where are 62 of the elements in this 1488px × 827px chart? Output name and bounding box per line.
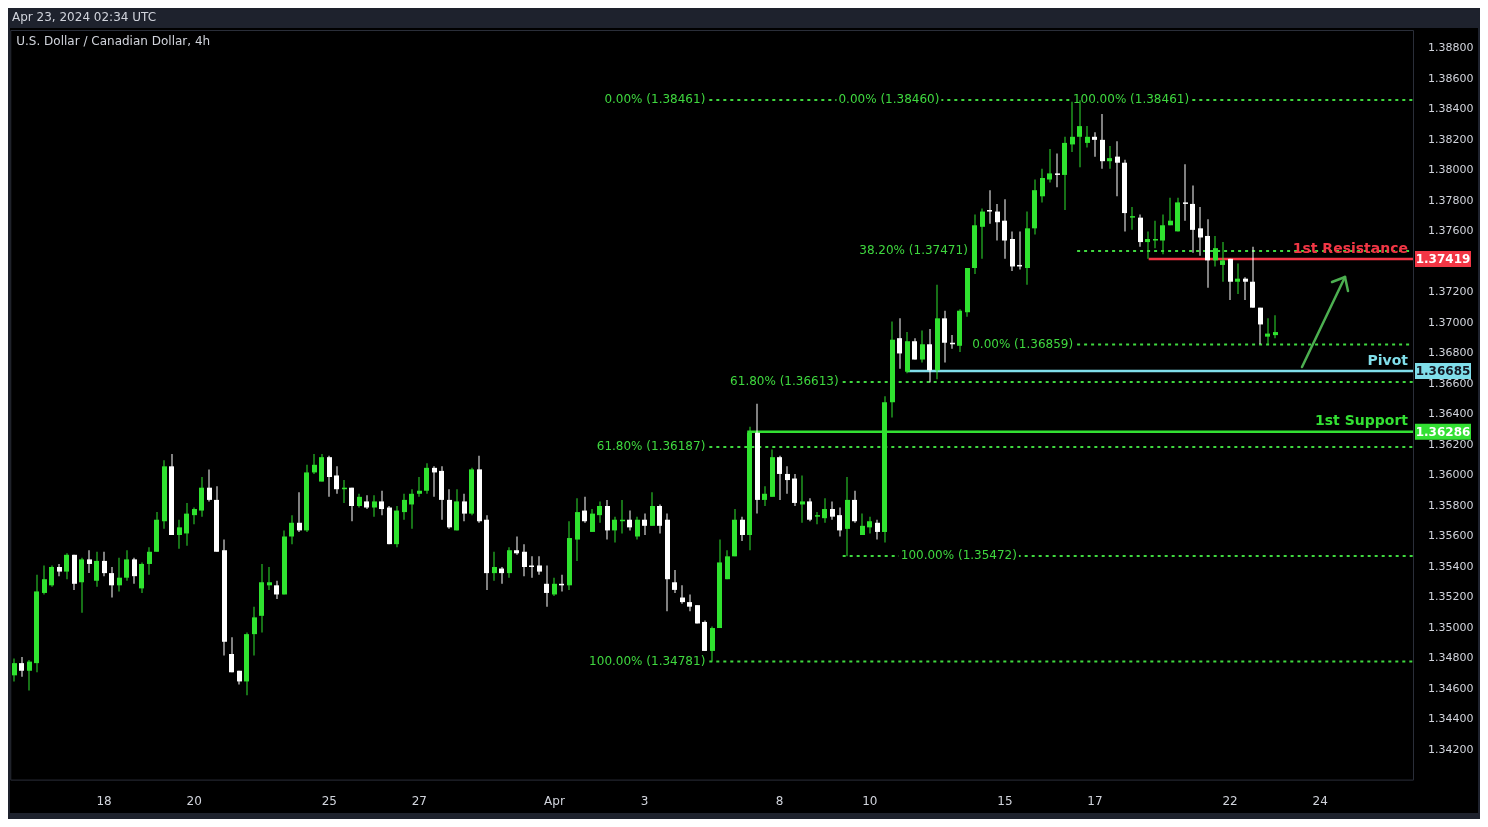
candlestick: [1183, 164, 1188, 221]
y-tick-label: 1.36286: [1415, 424, 1471, 439]
ref-line-label: Pivot: [1367, 351, 1409, 368]
candlestick: [1055, 153, 1060, 188]
x-tick-label: 25: [321, 793, 337, 808]
x-tick-label: Apr: [544, 793, 565, 808]
y-tick-label: 1.36800: [1428, 346, 1474, 360]
y-tick-label: 1.37600: [1428, 224, 1474, 238]
ref-line-label: 1st Resistance: [1292, 239, 1408, 256]
y-tick-label: 1.37800: [1428, 193, 1474, 207]
y-tick-label: 1.37419: [1415, 252, 1471, 267]
y-tick-label: 1.37200: [1428, 285, 1474, 299]
candlestick: [1153, 220, 1158, 249]
annotation: 100.00% (1.38461): [1072, 92, 1190, 107]
y-tick-label: 1.35600: [1428, 529, 1474, 543]
candlestick: [1235, 263, 1240, 294]
ref-line-label: 100.00% (1.34781): [589, 653, 706, 668]
y-tick-label: 1.35000: [1428, 620, 1474, 634]
ref-line-label: 61.80% (1.36613): [730, 374, 839, 389]
text: Apr 23, 2024 02:34 UTC: [12, 10, 157, 25]
x-tick-label: 18: [96, 793, 112, 808]
x-tick-label: 27: [411, 793, 428, 808]
y-tick-label: 1.38000: [1428, 163, 1474, 177]
y-tick-label: 1.34400: [1428, 712, 1474, 726]
candlestick: [800, 475, 805, 523]
ref-line-label: 100.00% (1.35472): [900, 548, 1017, 563]
y-tick-label: 1.34800: [1428, 651, 1474, 665]
candlestick: [987, 190, 992, 224]
x-tick-label: 3: [640, 793, 649, 808]
annotation: 0.00% (1.38460): [838, 92, 940, 107]
x-tick-label: 24: [1312, 793, 1328, 808]
y-tick-label: 1.35400: [1428, 559, 1474, 573]
ref-line-label: 0.00% (1.38461): [604, 92, 706, 107]
y-tick-label: 1.36000: [1428, 468, 1474, 482]
x-tick-label: 15: [997, 793, 1013, 808]
x-tick-label: 22: [1222, 793, 1238, 808]
x-tick-label: 10: [862, 793, 878, 808]
y-tick-label: 1.38800: [1428, 41, 1474, 55]
candlestick: [529, 556, 534, 578]
candlestick: [1130, 206, 1135, 230]
chart-title: U.S. Dollar / Canadian Dollar, 4h: [16, 34, 211, 49]
ref-line-label: 61.80% (1.36187): [596, 439, 706, 454]
candlestick: [1145, 231, 1150, 259]
y-tick-label: 1.36685: [1415, 364, 1471, 379]
candlestick: [1092, 132, 1097, 157]
y-tick-label: 1.35200: [1428, 590, 1474, 604]
y-tick-label: 1.34200: [1428, 742, 1474, 756]
ref-line-label: 0.00% (1.36859): [972, 336, 1074, 351]
y-tick-label: 1.38400: [1428, 102, 1474, 116]
y-tick-label: 1.36200: [1428, 437, 1474, 451]
y-tick-label: 1.38200: [1428, 132, 1474, 146]
y-tick-label: 1.38600: [1428, 71, 1474, 85]
ref-line-label: 1st Support: [1315, 412, 1409, 429]
y-tick-label: 1.35800: [1428, 498, 1474, 512]
x-tick-label: 8: [775, 793, 784, 808]
x-tick-label: 17: [1087, 793, 1103, 808]
y-tick-label: 1.36400: [1428, 407, 1474, 421]
ref-line-label: 38.20% (1.37471): [859, 243, 968, 258]
y-tick-label: 1.37000: [1428, 315, 1474, 329]
y-tick-label: 1.36600: [1428, 376, 1474, 390]
y-tick-label: 1.34600: [1428, 681, 1474, 695]
x-tick-label: 20: [186, 793, 202, 808]
